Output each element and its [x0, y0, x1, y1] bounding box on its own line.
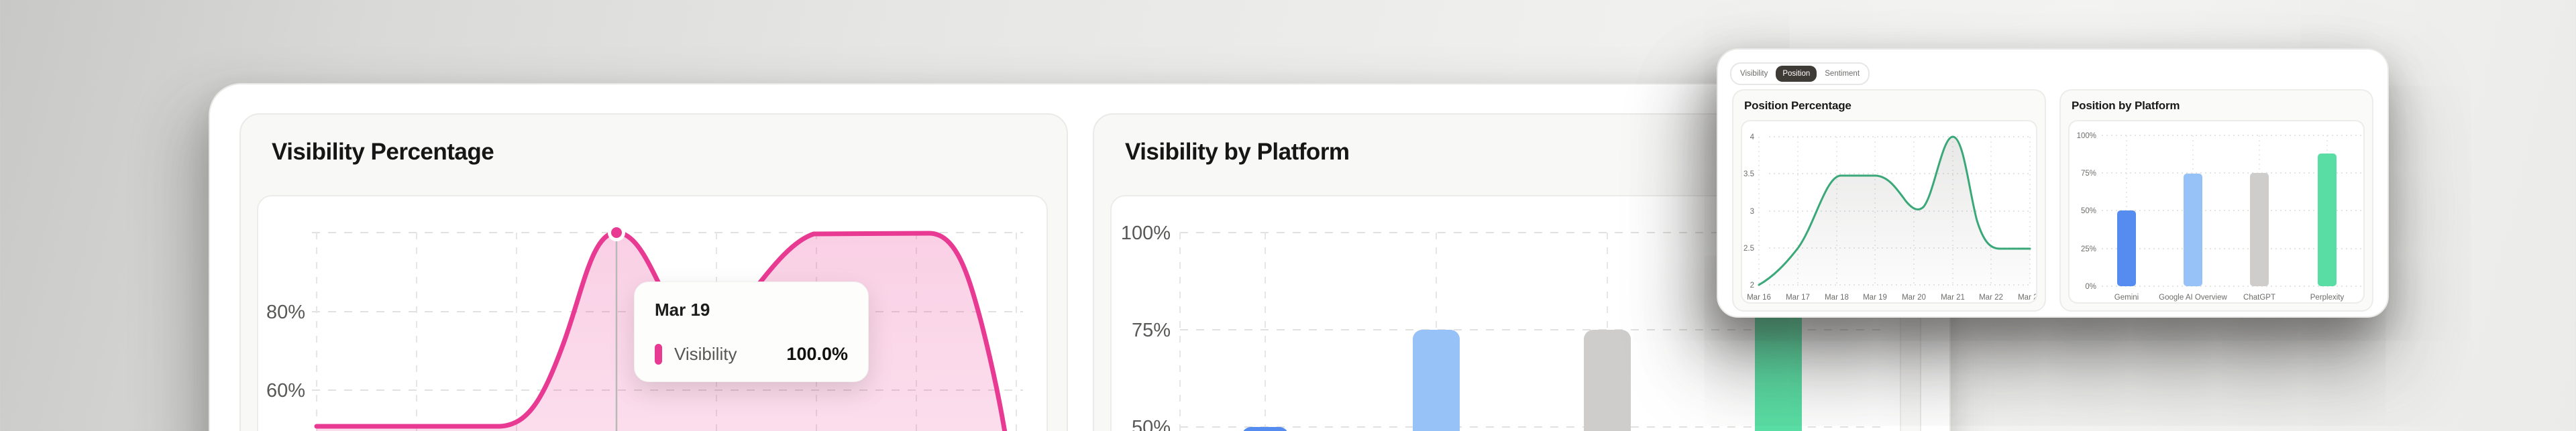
metrics-preview-popup: Visibility Position Sentiment Position P… — [1717, 48, 2389, 318]
y-tick-50: 50% — [1132, 417, 1171, 431]
position-line[interactable] — [1758, 135, 2031, 286]
bar-gemini[interactable] — [2117, 210, 2136, 286]
y-tick-0: 0% — [2085, 283, 2096, 291]
bar-google-ai-overview[interactable] — [1413, 330, 1460, 431]
x-tick-mar16: Mar 16 — [1747, 294, 1771, 302]
y-tick-75: 75% — [1132, 320, 1171, 341]
position-area-fill — [1759, 137, 2030, 290]
y-tick-4: 4 — [1750, 133, 1755, 141]
visibility-by-platform-title: Visibility by Platform — [1125, 139, 1350, 165]
x-label-chatgpt: ChatGPT — [2243, 294, 2275, 302]
tab-position[interactable]: Position — [1776, 66, 1817, 82]
position-line-plot: 4 3.5 3 2.5 2 Mar 16 Mar 17 Mar 18 Mar 1… — [1743, 133, 2037, 302]
bar-perplexity[interactable] — [2318, 153, 2337, 286]
dashboard-window: Visibility Percentage — [209, 83, 1951, 431]
bar-chatgpt[interactable] — [2250, 173, 2269, 286]
x-label-perplexity: Perplexity — [2310, 294, 2345, 302]
x-label-google-ai-overview: Google AI Overview — [2159, 294, 2227, 302]
x-tick-mar22: Mar 22 — [1979, 294, 2003, 302]
x-tick-mar18: Mar 18 — [1825, 294, 1849, 302]
tooltip-series-label: Visibility — [674, 344, 737, 364]
y-tick-25: 25% — [2081, 245, 2096, 253]
y-tick-60: 60% — [266, 380, 305, 402]
position-bar-plot: 100% 75% 50% 25% 0% Gemini Google AI Ove… — [2077, 132, 2362, 302]
position-bar-chart[interactable]: 100% 75% 50% 25% 0% Gemini Google AI Ove… — [2068, 120, 2365, 304]
y-tick-3: 3 — [1750, 208, 1754, 216]
y-tick-75: 75% — [2081, 170, 2096, 178]
bar-chatgpt[interactable] — [1584, 330, 1631, 431]
visibility-by-platform-card: Visibility by Platform 100% — [1093, 113, 1921, 431]
x-tick-mar19: Mar 19 — [1863, 294, 1887, 302]
tooltip-value: 100.0% — [786, 344, 848, 364]
visibility-line-chart[interactable]: 80% 60% Mar 19 Visibility 100.0% — [257, 195, 1048, 431]
y-tick-3-5: 3.5 — [1743, 170, 1754, 178]
tab-sentiment[interactable]: Sentiment — [1825, 70, 1860, 78]
position-line-chart[interactable]: 4 3.5 3 2.5 2 Mar 16 Mar 17 Mar 18 Mar 1… — [1741, 120, 2037, 304]
v-gridlines — [1179, 233, 1779, 431]
position-by-platform-card: Position by Platform — [2059, 89, 2373, 312]
y-tick-2: 2 — [1750, 282, 1754, 290]
x-tick-mar17: Mar 17 — [1786, 294, 1810, 302]
visibility-bar-plot: 100% 75% 50% — [1121, 223, 1883, 431]
y-tick-100: 100% — [2077, 132, 2096, 140]
x-tick-mar20: Mar 20 — [1902, 294, 1926, 302]
series-color-swatch — [655, 344, 662, 365]
tooltip-row: Visibility 100.0% — [655, 344, 848, 365]
position-by-platform-title: Position by Platform — [2072, 99, 2180, 112]
active-point-dot[interactable] — [608, 224, 625, 241]
y-tick-100: 100% — [1121, 223, 1171, 244]
visibility-percentage-card: Visibility Percentage — [239, 113, 1068, 431]
visibility-percentage-title: Visibility Percentage — [272, 139, 494, 165]
y-tick-2-5: 2.5 — [1743, 245, 1754, 253]
bar-gemini[interactable] — [1242, 427, 1289, 431]
chart-tooltip: Mar 19 Visibility 100.0% — [634, 282, 869, 382]
y-tick-50: 50% — [2081, 207, 2096, 215]
x-label-gemini: Gemini — [2114, 294, 2139, 302]
position-percentage-title: Position Percentage — [1744, 99, 1851, 112]
y-tick-80: 80% — [266, 302, 305, 323]
bar-perplexity[interactable] — [1755, 283, 1802, 431]
tab-visibility[interactable]: Visibility — [1740, 70, 1768, 78]
tooltip-date: Mar 19 — [655, 300, 710, 320]
x-tick-mar23: Mar 23 — [2018, 294, 2037, 302]
bar-google-ai-overview[interactable] — [2184, 174, 2202, 286]
x-tick-mar21: Mar 21 — [1941, 294, 1965, 302]
popup-tabbar: Visibility Position Sentiment — [1730, 62, 1870, 85]
v-gridlines — [2126, 135, 2328, 286]
position-percentage-card: Position Percentage — [1732, 89, 2046, 312]
